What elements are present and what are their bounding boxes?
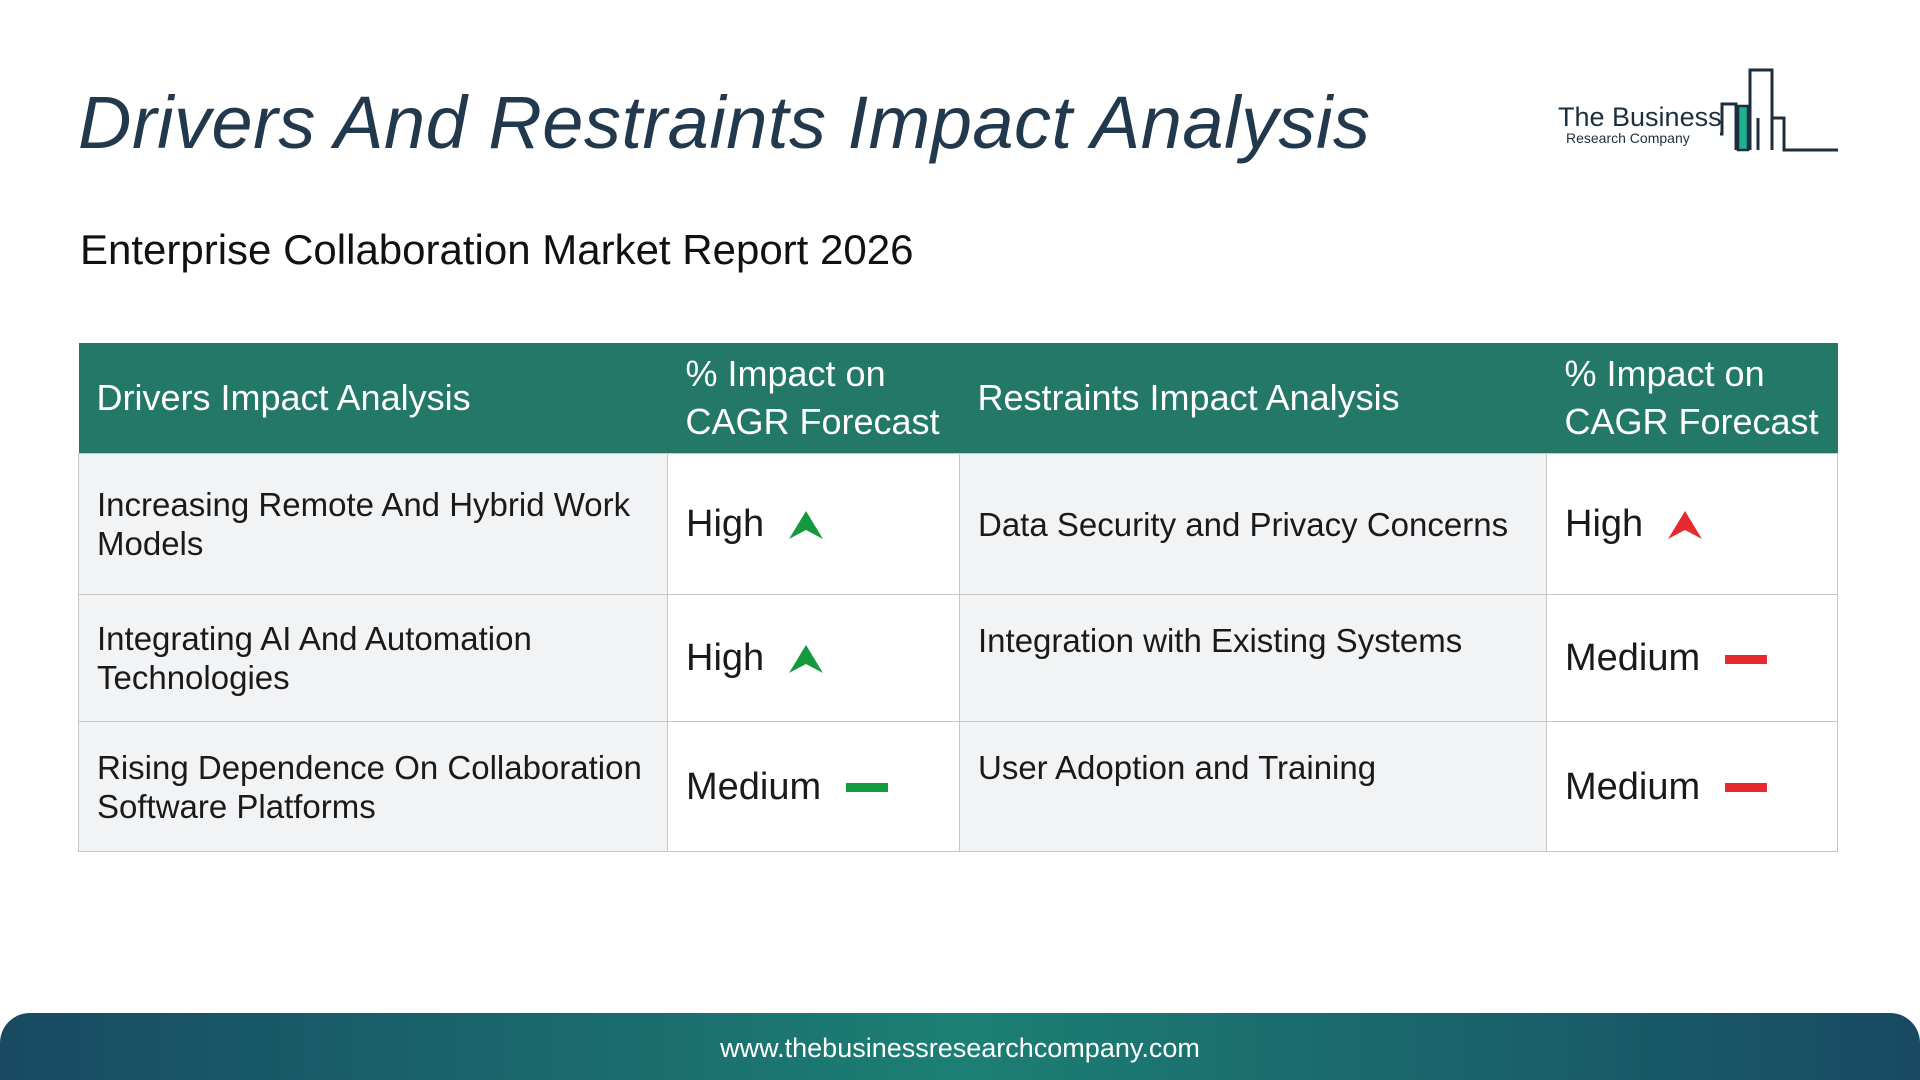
table-row: Increasing Remote And Hybrid Work Models…: [78, 453, 1838, 595]
header-drivers-impact: % Impact on CAGR Forecast: [667, 343, 960, 454]
company-logo: The Business Research Company: [1550, 64, 1840, 164]
restraint-impact-cell: Medium: [1546, 721, 1838, 852]
impact-level: High: [686, 637, 765, 680]
driver-cell: Integrating AI And Automation Technologi…: [78, 594, 668, 722]
footer-bar: www.thebusinessresearchcompany.com: [0, 1013, 1920, 1080]
table-header-row: Drivers Impact Analysis % Impact on CAGR…: [78, 343, 1838, 454]
restraint-cell: Data Security and Privacy Concerns: [959, 453, 1547, 595]
up-arrow-icon: [1667, 510, 1702, 539]
driver-impact-cell: Medium: [667, 721, 960, 852]
dash-icon: [845, 783, 888, 793]
restraint-impact-cell: Medium: [1546, 594, 1838, 722]
impact-level: Medium: [1565, 765, 1701, 808]
footer-url-link[interactable]: www.thebusinessresearchcompany.com: [720, 1033, 1200, 1063]
driver-cell: Rising Dependence On Collaboration Softw…: [78, 721, 668, 852]
page-title: Drivers And Restraints Impact Analysis: [78, 81, 1371, 164]
logo-text-sub: Research Company: [1566, 130, 1690, 146]
impact-level: Medium: [1565, 637, 1701, 680]
up-arrow-icon: [788, 644, 823, 673]
table-row: Integrating AI And Automation Technologi…: [78, 594, 1838, 722]
page-subtitle: Enterprise Collaboration Market Report 2…: [80, 226, 914, 273]
restraint-impact-cell: High: [1546, 453, 1838, 595]
driver-impact-cell: High: [667, 453, 960, 595]
dash-icon: [1724, 783, 1767, 793]
up-arrow-icon: [788, 510, 823, 539]
impact-level: High: [686, 503, 765, 546]
logo-text-main: The Business: [1558, 102, 1722, 132]
driver-cell: Increasing Remote And Hybrid Work Models: [78, 453, 668, 595]
building-bars-icon: [1720, 68, 1838, 152]
impact-table: Drivers Impact Analysis % Impact on CAGR…: [78, 343, 1838, 852]
driver-impact-cell: High: [667, 594, 960, 722]
restraint-cell: User Adoption and Training: [959, 721, 1547, 852]
impact-level: High: [1565, 503, 1644, 546]
header-drivers: Drivers Impact Analysis: [78, 343, 668, 454]
header-restraints-impact: % Impact on CAGR Forecast: [1546, 343, 1838, 454]
table-row: Rising Dependence On Collaboration Softw…: [78, 721, 1838, 852]
impact-level: Medium: [686, 765, 822, 808]
restraint-cell: Integration with Existing Systems: [959, 594, 1547, 722]
dash-icon: [1724, 654, 1767, 664]
header-restraints: Restraints Impact Analysis: [959, 343, 1547, 454]
